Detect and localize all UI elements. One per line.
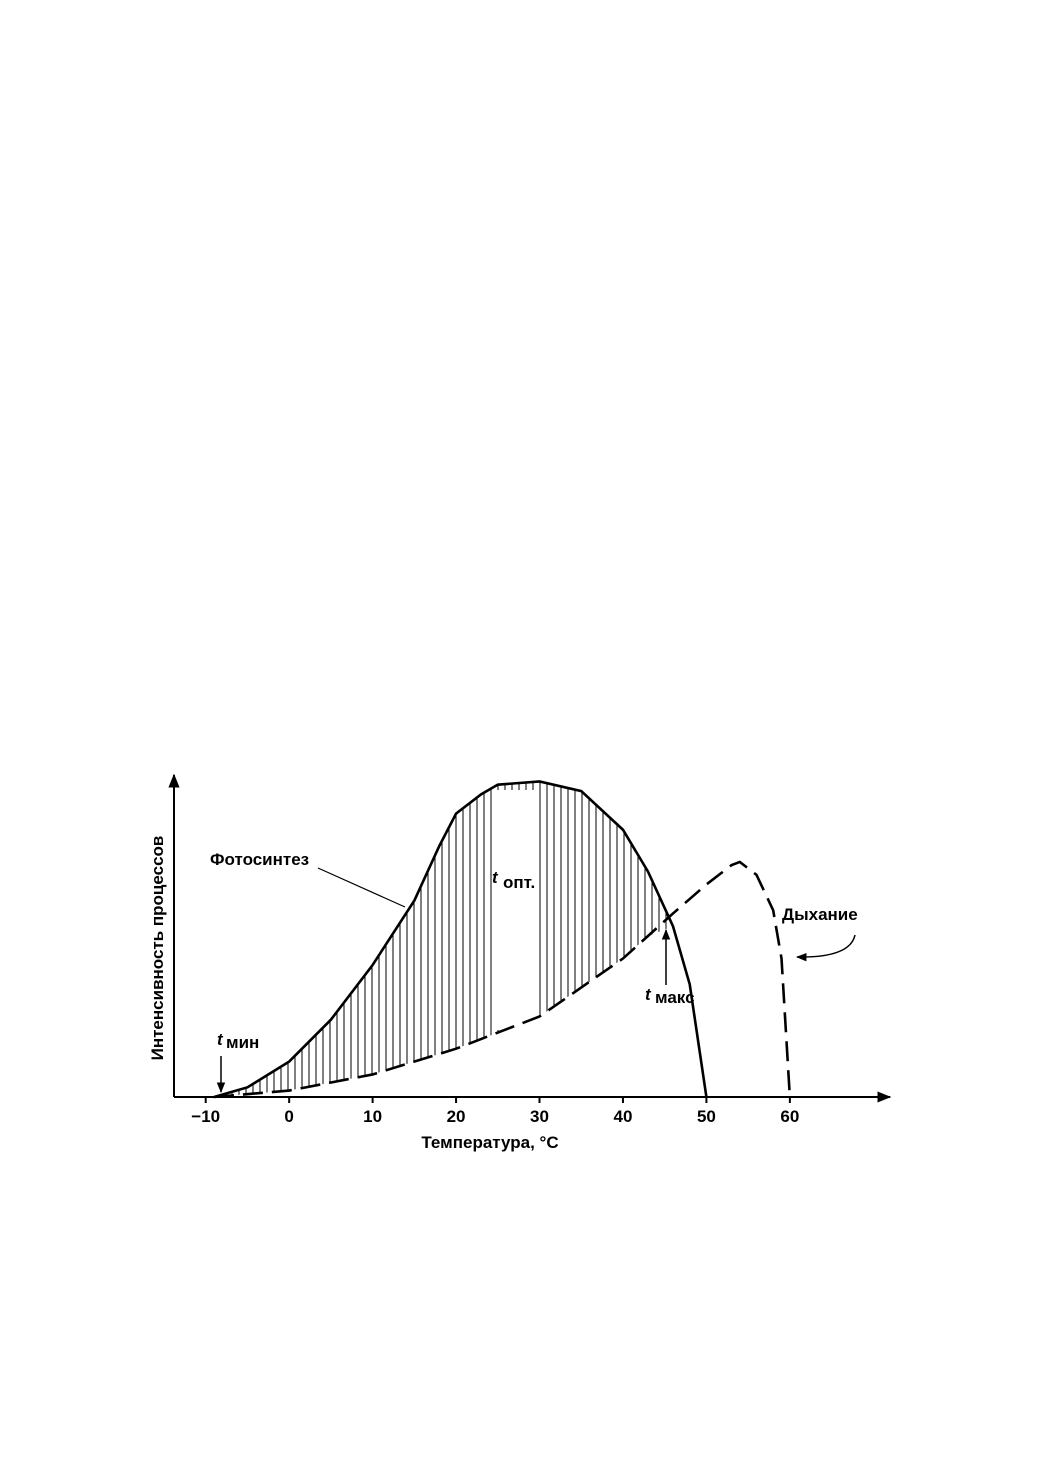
annotation: t — [492, 868, 499, 887]
x-axis-label: Температура, °C — [421, 1133, 558, 1152]
annotation-sub: опт. — [503, 873, 535, 892]
x-tick-label: 0 — [284, 1107, 293, 1126]
series-label: Фотосинтез — [210, 850, 309, 869]
hatch-gap — [492, 790, 538, 1030]
x-tick-label: 50 — [697, 1107, 716, 1126]
annotation-sub: макс — [655, 988, 695, 1007]
annotation-sub: мин — [226, 1033, 259, 1052]
x-tick-label: 60 — [780, 1107, 799, 1126]
x-tick-label: 30 — [530, 1107, 549, 1126]
leader-line — [317, 867, 406, 908]
annotation: t — [645, 985, 652, 1004]
y-axis-label: Интенсивность процессов — [148, 836, 167, 1061]
x-tick-label: 20 — [447, 1107, 466, 1126]
pointer-arrow — [795, 934, 856, 962]
annotation: t — [217, 1030, 224, 1049]
series-line — [213, 780, 708, 1099]
series-label: Дыхание — [782, 905, 858, 924]
x-tick-label: 40 — [613, 1107, 632, 1126]
x-tick-label: −10 — [191, 1107, 220, 1126]
x-tick-label: 10 — [363, 1107, 382, 1126]
series-line — [213, 860, 792, 1099]
